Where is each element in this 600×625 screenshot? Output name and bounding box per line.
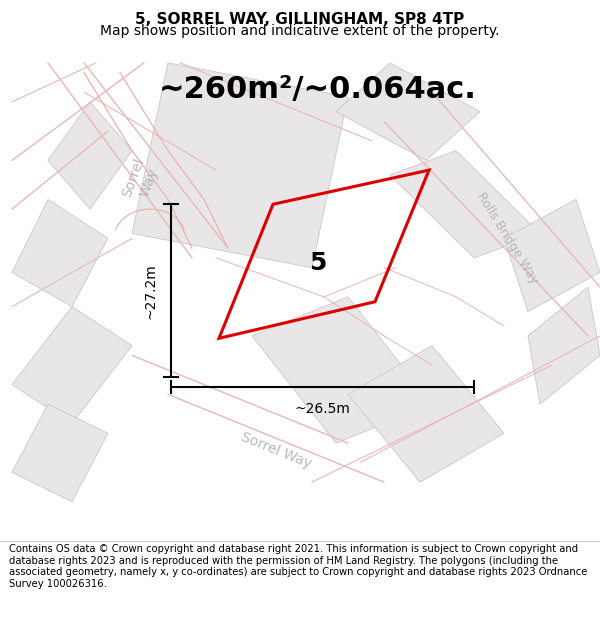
Polygon shape — [528, 287, 600, 404]
Polygon shape — [504, 199, 600, 311]
Polygon shape — [348, 346, 504, 482]
Text: Rolls Bridge Way: Rolls Bridge Way — [473, 191, 541, 286]
Text: 5: 5 — [310, 251, 326, 276]
Text: ~260m²/~0.064ac.: ~260m²/~0.064ac. — [159, 75, 477, 104]
Polygon shape — [132, 63, 348, 268]
Polygon shape — [48, 102, 132, 209]
Text: Sorrel Way: Sorrel Way — [239, 430, 313, 471]
Text: Contains OS data © Crown copyright and database right 2021. This information is : Contains OS data © Crown copyright and d… — [9, 544, 587, 589]
Text: ~26.5m: ~26.5m — [295, 402, 350, 416]
Text: Map shows position and indicative extent of the property.: Map shows position and indicative extent… — [100, 24, 500, 38]
Polygon shape — [12, 199, 108, 307]
Polygon shape — [336, 63, 480, 161]
Text: ~27.2m: ~27.2m — [144, 263, 158, 319]
Polygon shape — [12, 307, 132, 424]
Text: Sorrel
Way: Sorrel Way — [120, 156, 162, 204]
Polygon shape — [252, 297, 432, 443]
Polygon shape — [390, 151, 540, 258]
Text: 5, SORREL WAY, GILLINGHAM, SP8 4TP: 5, SORREL WAY, GILLINGHAM, SP8 4TP — [136, 12, 464, 27]
Polygon shape — [12, 404, 108, 502]
